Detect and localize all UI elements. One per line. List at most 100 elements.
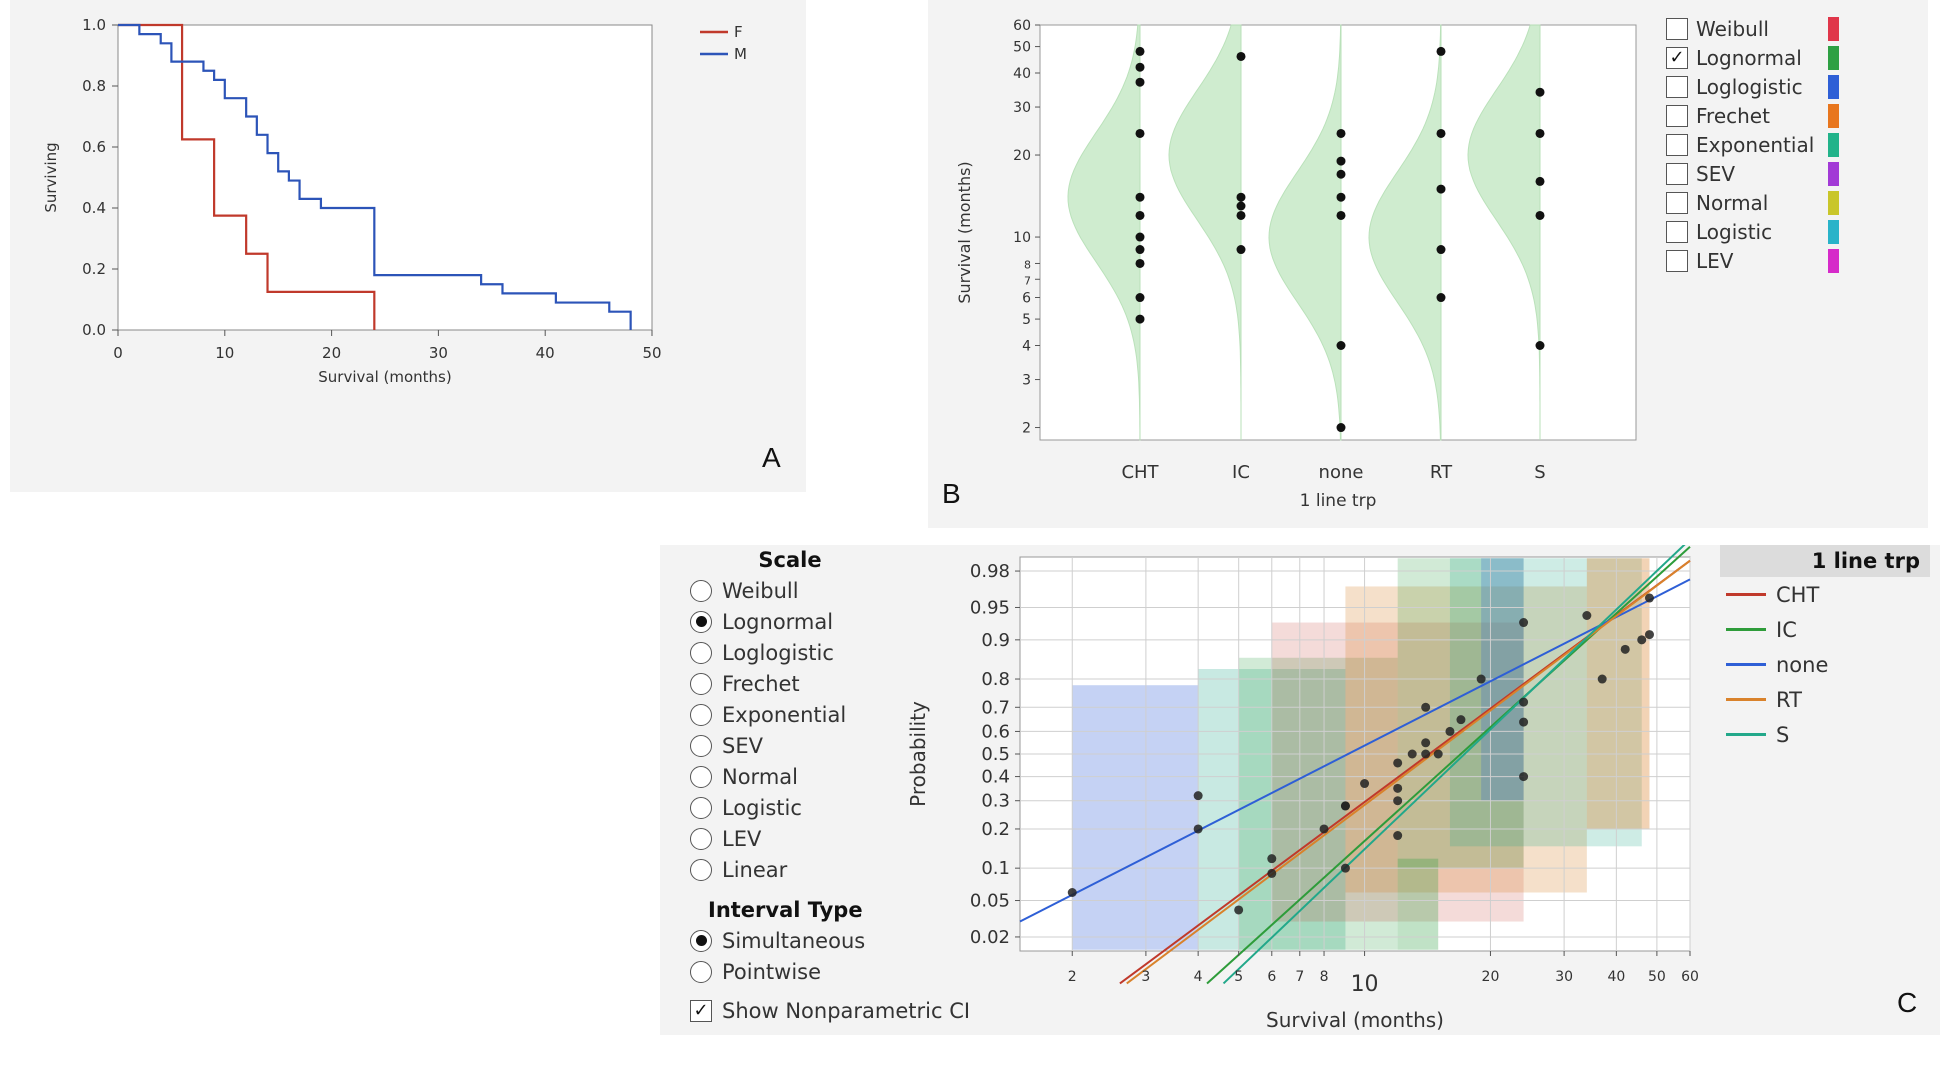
- y-tick-label: 0.95: [970, 597, 1010, 618]
- y-tick-label: 5: [1022, 312, 1031, 328]
- distribution-label: Loglogistic: [1696, 74, 1803, 99]
- data-point: [1135, 232, 1145, 242]
- distribution-checkbox[interactable]: [1666, 75, 1688, 98]
- color-swatch: [1828, 103, 1839, 128]
- legend-item-none: none: [1720, 647, 1930, 682]
- x-tick-label: 10: [215, 344, 234, 362]
- radio-button[interactable]: [690, 858, 712, 881]
- radio-button[interactable]: [690, 579, 712, 602]
- radio-label: Frechet: [722, 671, 800, 696]
- y-tick-label: 0.8: [82, 77, 106, 95]
- radio-label: LEV: [722, 826, 762, 851]
- data-point-IC: [1407, 749, 1417, 759]
- distribution-label: SEV: [1696, 161, 1736, 186]
- distribution-checkbox[interactable]: [1666, 191, 1688, 214]
- survival-line-M: [118, 23, 632, 330]
- data-point-none: [1067, 887, 1077, 897]
- scale-option-linear[interactable]: Linear: [690, 854, 1010, 885]
- data-point: [1135, 192, 1145, 202]
- data-point: [1135, 293, 1145, 303]
- interval-option-simultaneous[interactable]: Simultaneous: [690, 925, 1010, 956]
- checkmark-icon: ✓: [693, 999, 709, 1021]
- distribution-option-normal[interactable]: Normal: [1666, 188, 1906, 217]
- distribution-label: Frechet: [1696, 103, 1770, 128]
- radio-button[interactable]: [690, 734, 712, 757]
- radio-button[interactable]: [690, 796, 712, 819]
- data-point: [1236, 245, 1246, 255]
- plot-area: [117, 24, 653, 331]
- y-tick-label: 0.98: [970, 561, 1010, 582]
- scale-option-sev[interactable]: SEV: [690, 730, 1010, 761]
- distribution-option-logistic[interactable]: Logistic: [1666, 217, 1906, 246]
- y-axis-label: Surviving: [42, 142, 60, 212]
- radio-button[interactable]: [690, 827, 712, 850]
- y-tick-label: 8: [1024, 258, 1031, 271]
- x-tick-label: none: [1319, 462, 1364, 483]
- distribution-checkbox[interactable]: [1666, 162, 1688, 185]
- legend-label: none: [1776, 652, 1829, 677]
- x-tick-label: IC: [1232, 462, 1250, 483]
- data-point-IC: [1637, 635, 1647, 645]
- radio-button[interactable]: [690, 960, 712, 983]
- x-tick-label: 4: [1194, 969, 1203, 985]
- x-tick-label: 20: [322, 344, 341, 362]
- scale-option-logistic[interactable]: Logistic: [690, 792, 1010, 823]
- y-tick-label: 0.6: [981, 721, 1010, 742]
- scale-option-frechet[interactable]: Frechet: [690, 668, 1010, 699]
- x-tick-label: 6: [1267, 969, 1276, 985]
- y-tick-label: 3: [1022, 373, 1031, 389]
- y-tick-label: 30: [1013, 100, 1031, 116]
- scale-option-normal[interactable]: Normal: [690, 761, 1010, 792]
- distribution-option-weibull[interactable]: Weibull: [1666, 14, 1906, 43]
- data-point-none: [1193, 824, 1203, 834]
- data-point-CHT: [1597, 674, 1607, 684]
- radio-button[interactable]: [690, 929, 712, 952]
- radio-label: Lognormal: [722, 609, 834, 634]
- legend-line-swatch: [1726, 698, 1766, 701]
- x-axis-label: 1 line trp: [1300, 491, 1377, 511]
- color-swatch: [1828, 74, 1839, 99]
- scale-option-lev[interactable]: LEV: [690, 823, 1010, 854]
- distribution-option-exponential[interactable]: Exponential: [1666, 130, 1906, 159]
- distribution-checkbox[interactable]: [1666, 17, 1688, 40]
- radio-button[interactable]: [690, 641, 712, 664]
- y-tick-label: 20: [1013, 148, 1031, 164]
- distribution-checkbox[interactable]: [1666, 133, 1688, 156]
- y-axis-label: Probability: [906, 701, 930, 807]
- radio-button[interactable]: [690, 765, 712, 788]
- distribution-checkbox[interactable]: [1666, 249, 1688, 272]
- scale-option-loglogistic[interactable]: Loglogistic: [690, 637, 1010, 668]
- x-tick-label: 20: [1482, 969, 1500, 985]
- data-point: [1436, 245, 1446, 255]
- data-point-CHT: [1267, 854, 1277, 864]
- scale-option-exponential[interactable]: Exponential: [690, 699, 1010, 730]
- radio-button[interactable]: [690, 672, 712, 695]
- show-ci-checkbox[interactable]: ✓: [690, 999, 712, 1022]
- distribution-option-lev[interactable]: LEV: [1666, 246, 1906, 275]
- interval-option-pointwise[interactable]: Pointwise: [690, 956, 1010, 987]
- panel-a: 0 10 20 30 40 50 0.0 0.2 0.4 0.6 0.8 1.0 Survival (m…: [10, 0, 806, 492]
- radio-button[interactable]: [690, 703, 712, 726]
- scale-option-weibull[interactable]: Weibull: [690, 575, 1010, 606]
- data-point-CHT: [1319, 824, 1329, 834]
- distribution-option-sev[interactable]: SEV: [1666, 159, 1906, 188]
- radio-button[interactable]: [690, 610, 712, 633]
- color-swatch: [1828, 219, 1839, 244]
- show-nonparametric-ci-toggle[interactable]: ✓ Show Nonparametric CI: [690, 995, 1010, 1026]
- distribution-option-frechet[interactable]: Frechet: [1666, 101, 1906, 130]
- legend-label: S: [1776, 722, 1790, 747]
- radio-label: Simultaneous: [722, 928, 866, 953]
- interval-type-title: Interval Type: [708, 898, 863, 922]
- data-point-S: [1393, 831, 1403, 841]
- density-shape-none: [1268, 24, 1342, 441]
- distribution-option-lognormal[interactable]: ✓ Lognormal: [1666, 43, 1906, 72]
- scale-option-lognormal[interactable]: Lognormal: [690, 606, 1010, 637]
- x-tick-label: 40: [536, 344, 555, 362]
- distribution-checkbox[interactable]: [1666, 104, 1688, 127]
- data-point-CHT: [1620, 644, 1630, 654]
- distribution-option-loglogistic[interactable]: Loglogistic: [1666, 72, 1906, 101]
- distribution-checkbox[interactable]: [1666, 220, 1688, 243]
- distribution-checkbox[interactable]: ✓: [1666, 46, 1688, 69]
- y-tick-label: 0.6: [82, 138, 106, 156]
- color-swatch: [1828, 45, 1839, 70]
